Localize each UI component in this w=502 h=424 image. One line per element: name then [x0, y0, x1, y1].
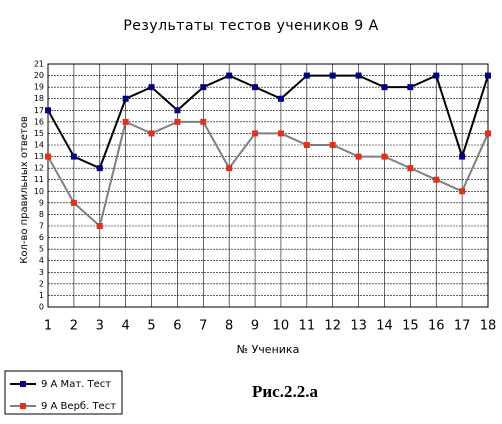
x-tick-label: 13: [350, 319, 367, 334]
y-tick-label: 10: [34, 187, 44, 196]
data-point: [96, 223, 103, 229]
x-tick-label: 7: [199, 319, 207, 334]
y-tick-label: 0: [39, 303, 44, 312]
x-tick-label: 1: [44, 319, 52, 334]
y-tick-label: 1: [39, 291, 44, 300]
x-tick-label: 11: [299, 319, 316, 334]
data-point: [329, 142, 336, 148]
y-tick-label: 20: [34, 71, 44, 80]
legend-label: 9 А Верб. Тест: [41, 401, 116, 412]
x-tick-label: 14: [376, 319, 393, 334]
y-tick-label: 12: [34, 164, 44, 173]
y-tick-label: 9: [39, 198, 44, 207]
y-tick-label: 7: [39, 222, 44, 231]
y-tick-label: 11: [34, 175, 44, 184]
data-point: [174, 107, 181, 114]
data-point: [226, 165, 233, 172]
series-line: [47, 120, 489, 228]
x-tick-label: 6: [173, 319, 181, 334]
data-point: [355, 72, 362, 79]
data-point: [381, 84, 388, 91]
y-tick-label: 3: [39, 268, 44, 277]
x-tick-label: 4: [122, 319, 130, 334]
data-point: [303, 72, 310, 79]
data-point: [45, 153, 51, 160]
data-point: [96, 165, 103, 172]
x-tick-label: 10: [273, 319, 290, 334]
y-tick-label: 16: [34, 117, 44, 126]
chart-title: Результаты тестов учеников 9 А: [123, 18, 378, 34]
x-tick-label: 5: [147, 319, 155, 334]
data-point: [252, 130, 259, 137]
data-point: [407, 84, 414, 91]
x-axis-label: № Ученика: [237, 343, 300, 356]
legend-label: 9 А Мат. Тест: [41, 379, 111, 390]
data-point: [381, 153, 388, 160]
data-point: [200, 118, 207, 125]
data-point: [174, 118, 181, 125]
data-point: [122, 118, 129, 125]
data-point: [433, 176, 440, 183]
x-tick-label: 17: [454, 319, 471, 334]
x-tick-label: 8: [225, 319, 233, 334]
y-tick-label: 19: [34, 83, 44, 92]
caption: Рис.2.2.а: [252, 382, 318, 401]
data-point: [485, 72, 491, 79]
data-point: [122, 95, 129, 102]
y-tick-label: 21: [34, 60, 44, 69]
x-tick-label: 18: [480, 319, 497, 334]
y-tick-label: 4: [39, 256, 44, 265]
x-tick-label: 2: [70, 319, 78, 334]
x-tick-label: 16: [428, 319, 445, 334]
data-point: [148, 130, 155, 137]
y-tick-label: 5: [39, 245, 44, 254]
y-tick-label: 13: [34, 152, 44, 161]
data-point: [200, 84, 207, 91]
plot-area: [47, 63, 489, 308]
data-point: [252, 84, 259, 91]
data-point: [45, 107, 51, 114]
data-point: [459, 188, 466, 195]
y-tick-label: 2: [39, 279, 44, 288]
data-point: [70, 199, 77, 206]
legend-marker: [20, 381, 26, 387]
data-point: [329, 72, 336, 79]
y-tick-label: 17: [34, 106, 44, 115]
data-point: [277, 95, 284, 102]
data-point: [148, 84, 155, 91]
data-point: [485, 130, 491, 137]
data-point: [459, 153, 466, 160]
data-point: [303, 142, 310, 148]
legend-marker: [20, 403, 26, 409]
data-point: [407, 165, 414, 172]
y-tick-label: 18: [34, 94, 44, 103]
data-point: [70, 153, 77, 160]
y-axis-label: Кол-во правильных ответов: [19, 116, 30, 264]
data-point: [355, 153, 362, 160]
x-tick-label: 3: [96, 319, 104, 334]
data-point: [226, 72, 233, 79]
y-tick-label: 15: [34, 129, 44, 138]
x-tick-label: 9: [251, 319, 259, 334]
x-tick-label: 12: [324, 319, 341, 334]
data-point: [277, 130, 284, 137]
y-tick-label: 14: [34, 141, 44, 150]
y-tick-label: 6: [39, 233, 44, 242]
series-line: [47, 74, 489, 170]
x-tick-label: 15: [402, 319, 419, 334]
data-point: [433, 72, 440, 79]
y-tick-label: 8: [39, 210, 44, 219]
